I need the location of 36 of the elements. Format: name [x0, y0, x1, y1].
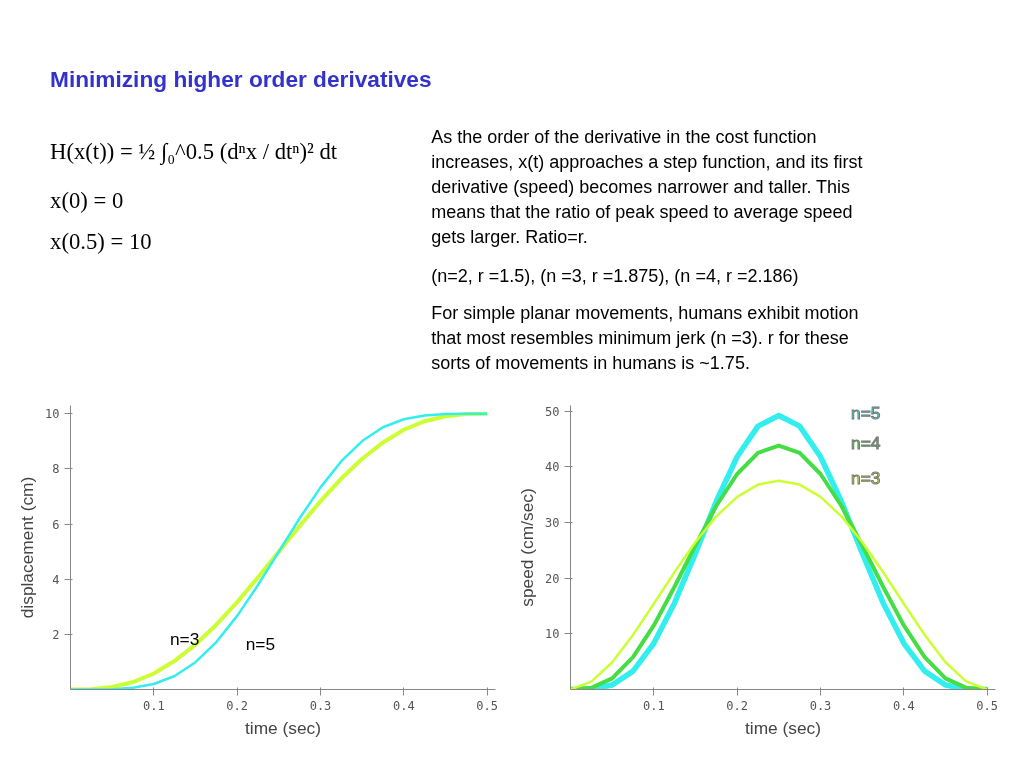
- x-tick-label: 0.5: [976, 698, 999, 713]
- x-tick-label: 0.5: [476, 698, 499, 713]
- x-tick-label: 0.2: [226, 698, 249, 713]
- x-tick-label: 0.2: [726, 698, 749, 713]
- y-tick-label: 40: [545, 460, 560, 475]
- y-tick-label: 8: [52, 462, 60, 477]
- text: (n=2, r =1.5), (n =3, r =1.875), (n =4, r =2.186): [431, 265, 799, 286]
- y-tick-label: 6: [52, 517, 60, 532]
- y-tick-label: 10: [45, 407, 60, 422]
- text: x(0.5) = 10: [50, 228, 152, 254]
- y-tick-label: 2: [52, 627, 60, 642]
- x-axis-title: time (sec): [244, 717, 322, 738]
- text: n=5: [851, 402, 881, 423]
- series-label: n=3: [169, 628, 200, 649]
- text: n=4: [851, 432, 881, 453]
- text: For simple planar movements, humans exhibit motion that most resembles minimum jerk (n =3). r for these sorts of movements in humans is ~1.75.: [431, 302, 859, 373]
- text: As the order of the derivative in the cost function increases, x(t) approaches a step function, and its first derivative (speed) becomes narrower and taller. This means that the ratio of peak speed to average speed gets larger. Ratio=r.: [431, 127, 863, 248]
- y-tick-label: 30: [545, 515, 560, 530]
- y-tick-label: 50: [545, 404, 560, 419]
- y-tick-label: 4: [52, 572, 60, 587]
- x-tick-label: 0.1: [643, 698, 665, 713]
- x-tick-label: 0.4: [893, 698, 915, 713]
- y-tick-label: 10: [545, 627, 560, 642]
- series-label: n=5: [245, 634, 276, 655]
- series-label: n=3: [851, 467, 881, 488]
- x-axis-title: time (sec): [744, 717, 822, 738]
- y-axis-title: displacement (cm): [17, 476, 38, 619]
- y-tick-label: 20: [545, 571, 560, 586]
- x-tick-label: 0.3: [309, 698, 332, 713]
- x-tick-label: 0.1: [143, 698, 165, 713]
- x-tick-label: 0.3: [809, 698, 832, 713]
- text: Minimizing higher order derivatives: [50, 65, 432, 92]
- text: x(0) = 0: [50, 188, 124, 213]
- y-axis-title: speed (cm/sec): [517, 488, 538, 607]
- x-tick-label: 0.4: [393, 698, 415, 713]
- text: H(x(t)) = ½ ∫₀^0.5 (dⁿx / dtⁿ)² dt: [50, 139, 338, 167]
